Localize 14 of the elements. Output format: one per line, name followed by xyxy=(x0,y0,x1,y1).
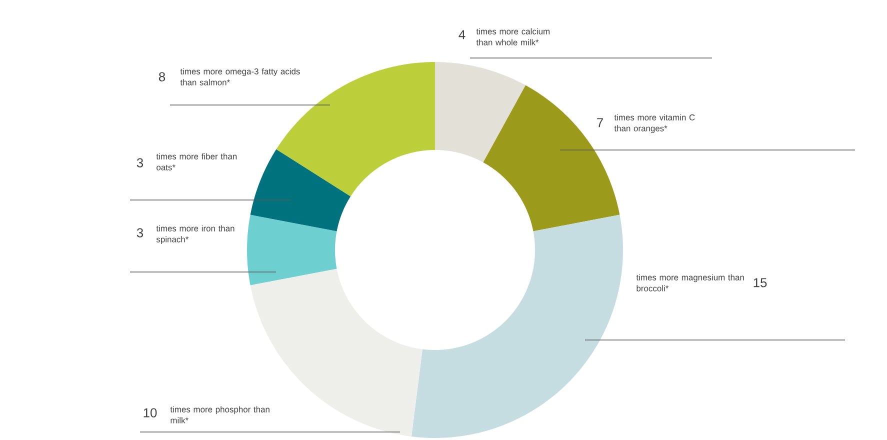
data-label: 8 xyxy=(158,72,166,82)
data-label: 3 xyxy=(136,228,144,238)
slice-label: times more iron than spinach* xyxy=(156,225,234,244)
data-label: 3 xyxy=(136,158,144,168)
data-label: 15 xyxy=(754,278,767,288)
slice-label: times more magnesium than broccoli* xyxy=(636,274,744,292)
slice-label: times more vitamin C than oranges* xyxy=(614,114,695,134)
slice-label: times more omega-3 fatty acids than salmon* xyxy=(180,68,300,86)
slice-label: times more phosphor than milk* xyxy=(170,406,270,424)
data-label: 7 xyxy=(597,118,603,128)
slice-label: times more fiber than oats* xyxy=(156,153,237,170)
data-label: 10 xyxy=(144,408,157,418)
slice-label: times more calcium than whole milk* xyxy=(476,28,550,46)
data-label: 4 xyxy=(458,30,466,40)
